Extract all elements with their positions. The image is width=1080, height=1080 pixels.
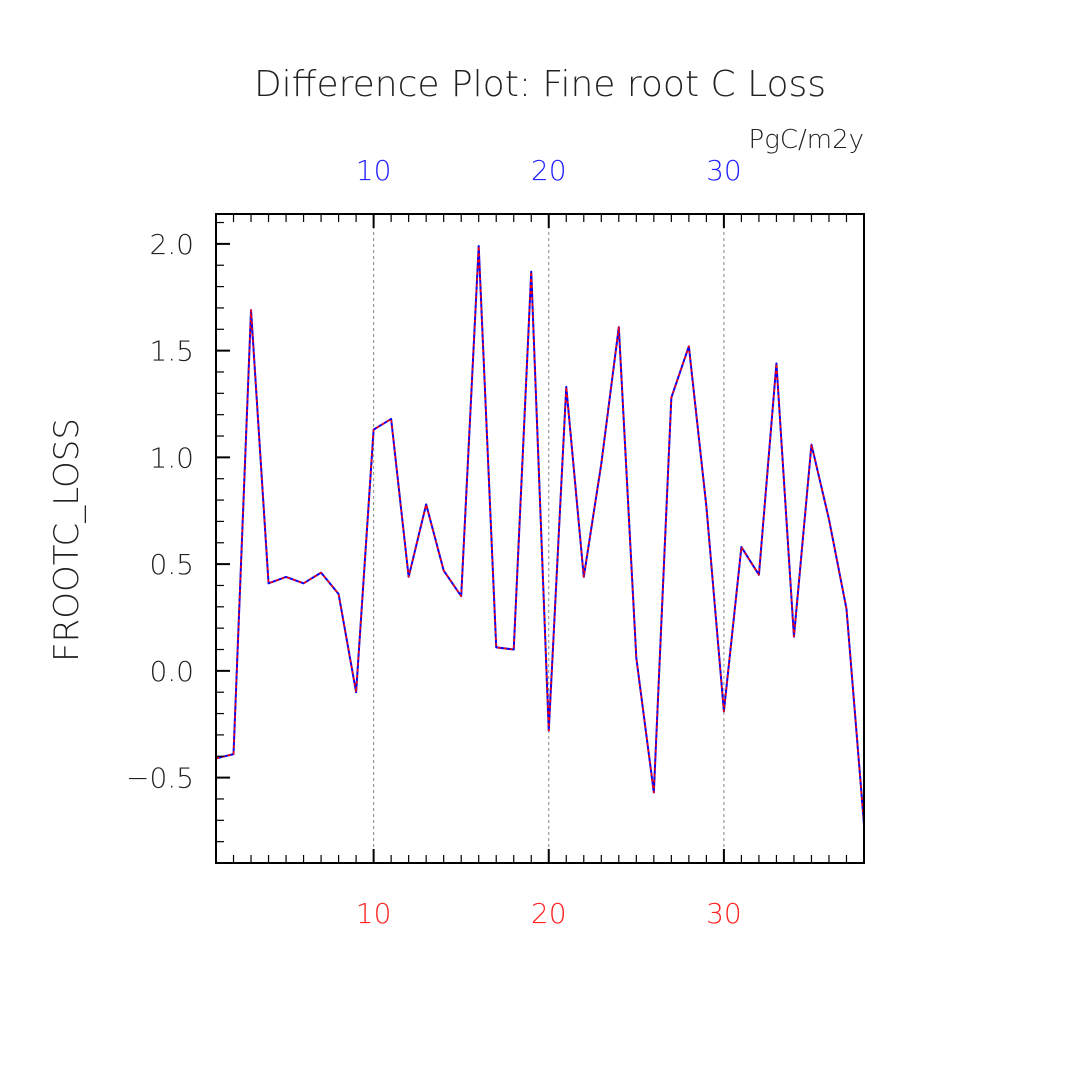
x-tick-label-top: 10 — [356, 154, 392, 187]
plot-frame — [215, 213, 865, 864]
y-tick-label: 2.0 — [149, 228, 194, 261]
y-tick-label: 1.5 — [149, 335, 194, 368]
x-tick-label-bottom: 10 — [356, 897, 392, 930]
y-tick-label: 1.0 — [149, 441, 194, 474]
y-tick-label: −0.5 — [126, 762, 194, 795]
x-tick-label-bottom: 20 — [531, 897, 567, 930]
y-tick-label: 0.5 — [149, 548, 194, 581]
x-tick-label-bottom: 30 — [706, 897, 742, 930]
axes-layer — [215, 213, 865, 864]
y-axis-title: FROOTC_LOSS — [47, 418, 87, 662]
units-label: PgC/m2y — [749, 125, 864, 155]
x-tick-label-top: 30 — [706, 154, 742, 187]
series-line-series-b — [215, 245, 865, 825]
grid-layer — [373, 214, 725, 863]
plot-layer — [215, 245, 865, 825]
label-layer: −0.5 0.0 0.5 1.0 1.5 2.0 10 10 20 20 30 30 — [126, 154, 742, 930]
x-tick-label-top: 20 — [531, 154, 567, 187]
chart-title: Difference Plot: Fine root C Loss — [254, 64, 826, 105]
y-tick-label: 0.0 — [149, 655, 194, 688]
